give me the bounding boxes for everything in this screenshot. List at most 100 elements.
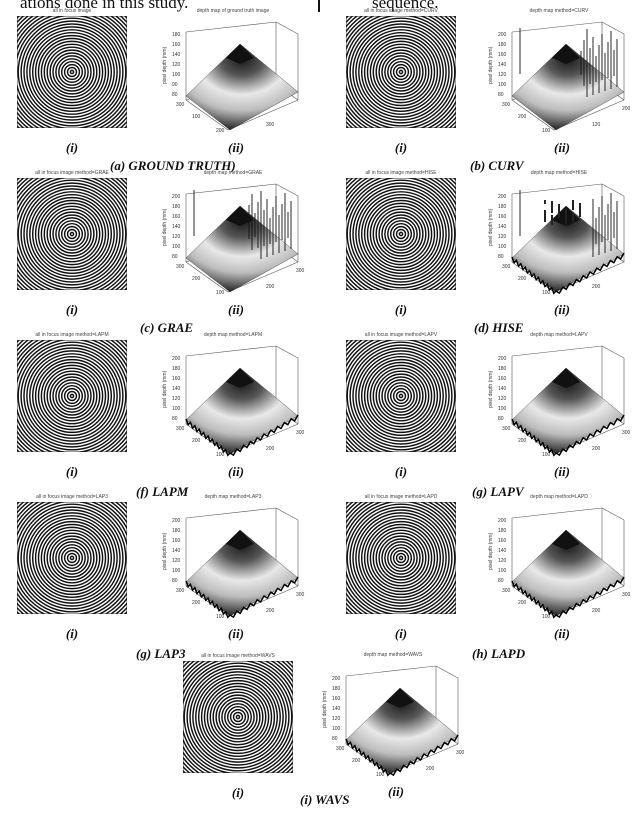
sublabel-i: (i) <box>65 140 79 155</box>
z-tick-label: 180 <box>498 42 507 48</box>
x-tick-label: 200 <box>592 446 601 452</box>
x-tick-label: 300 <box>296 430 305 436</box>
image-title: all in focus image method=LAPV <box>364 332 438 338</box>
z-tick-label: 140 <box>172 386 181 392</box>
x-tick-label: 300 <box>176 102 185 108</box>
y-axis-label: pixel depth (mm) <box>322 690 328 728</box>
z-tick-label: 140 <box>498 62 507 68</box>
sublabel-ii: (ii) <box>554 626 570 641</box>
z-tick-label: 140 <box>498 386 507 392</box>
z-tick-label: 80 <box>498 254 504 260</box>
x-tick-label: 100 <box>542 290 551 296</box>
x-tick-label: 300 <box>336 746 345 752</box>
z-tick-label: 180 <box>172 528 181 534</box>
x-tick-label: 300 <box>296 268 305 274</box>
sublabel-i: (i) <box>394 464 408 479</box>
panel-caption: (f) LAPM <box>136 484 189 499</box>
x-tick-label: 300 <box>456 750 465 756</box>
concentric-pattern-image <box>17 16 127 128</box>
depth-map-3d-plot: 200 180 160 140 120 100 80 pixel depth (mm) 300 2… <box>488 345 631 458</box>
z-tick-label: 80 <box>172 416 178 422</box>
x-tick-label: 200 <box>518 600 527 606</box>
z-tick-label: 120 <box>172 62 181 68</box>
panel-caption: (h) LAPD <box>472 646 526 661</box>
z-tick-label: 200 <box>172 194 181 200</box>
sublabel-ii: (ii) <box>228 140 244 155</box>
depth-map-3d-plot: 200 180 160 140 120 100 80 pixel depth (mm) 300 2… <box>488 21 631 134</box>
x-tick-label: 200 <box>592 284 601 290</box>
y-axis-label: pixel depth (mm) <box>488 46 494 84</box>
z-tick-label: 80 <box>498 578 504 584</box>
x-tick-label: 300 <box>176 426 185 432</box>
image-title: all in focus image method=GRAE <box>35 170 109 176</box>
z-tick-label: 160 <box>332 696 341 702</box>
surface <box>185 43 299 131</box>
x-tick-label: 300 <box>296 592 305 598</box>
z-tick-label: 180 <box>498 204 507 210</box>
sublabel-i: (i) <box>231 785 245 800</box>
z-tick-label: 80 <box>172 578 178 584</box>
x-tick-label: 300 <box>622 430 631 436</box>
concentric-pattern-image <box>346 502 456 614</box>
z-tick-label: 180 <box>172 366 181 372</box>
plot-title: depth map method=GRAE <box>203 170 263 176</box>
z-tick-label: 80 <box>332 736 338 742</box>
z-tick-label: 140 <box>332 706 341 712</box>
z-tick-label: 120 <box>498 396 507 402</box>
z-tick-label: 160 <box>172 214 181 220</box>
plot-title: depth map method=CURV <box>529 8 589 14</box>
image-title: all in focus image method=LAPD <box>364 494 438 500</box>
z-tick-label: 180 <box>498 528 507 534</box>
x-tick-label: 300 <box>502 264 511 270</box>
z-tick-label: 120 <box>172 396 181 402</box>
x-tick-label: 200 <box>352 758 361 764</box>
plot-title: depth map method=LAPV <box>530 332 588 338</box>
x-tick-label: 200 <box>518 276 527 282</box>
y-axis-label: pixel depth (mm) <box>162 532 168 570</box>
x-tick-label: 100 <box>542 128 551 134</box>
z-tick-label: 200 <box>498 518 507 524</box>
x-tick-label: 300 <box>176 264 185 270</box>
z-tick-label: 160 <box>498 214 507 220</box>
x-tick-label: 200 <box>592 608 601 614</box>
sublabel-ii: (ii) <box>228 464 244 479</box>
x-tick-label: 100 <box>216 452 225 458</box>
concentric-pattern-image <box>346 16 456 128</box>
sublabel-ii: (ii) <box>554 464 570 479</box>
z-tick-label: 100 <box>332 726 341 732</box>
image-title: all in focus image method=HISE <box>365 170 437 176</box>
image-title: all in focus image method=LAPM <box>35 332 109 338</box>
sublabel-ii: (ii) <box>228 626 244 641</box>
image-title: all in focus image method=LAP3 <box>36 494 108 500</box>
z-tick-label: 200 <box>498 356 507 362</box>
z-tick-label: 200 <box>498 32 507 38</box>
z-tick-label: 120 <box>498 558 507 564</box>
x-tick-label: 100 <box>216 290 225 296</box>
x-tick-label: 200 <box>192 438 201 444</box>
sublabel-i: (i) <box>65 464 79 479</box>
z-tick-label: 160 <box>498 376 507 382</box>
y-axis-label: pixel depth (mm) <box>162 46 168 84</box>
panel-caption: (a) GROUND TRUTH) <box>110 158 236 173</box>
sublabel-i: (i) <box>394 140 408 155</box>
z-tick-label: 160 <box>498 538 507 544</box>
image-title: all in focus image method=CURV <box>364 8 438 14</box>
x-tick-label: 200 <box>216 128 225 134</box>
z-tick-label: 100 <box>172 72 181 78</box>
y-axis-label: pixel depth (mm) <box>488 532 494 570</box>
sublabel-i: (i) <box>65 302 79 317</box>
cut-text-left: ations done in this study. <box>20 0 189 12</box>
z-tick-label: 100 <box>172 568 181 574</box>
x-tick-label: 300 <box>502 426 511 432</box>
x-tick-label: 200 <box>622 106 631 112</box>
cut-text-right: sequence. <box>372 0 439 12</box>
z-tick-label: 100 <box>498 568 507 574</box>
z-tick-label: 140 <box>172 52 181 58</box>
x-tick-label: 100 <box>376 772 385 778</box>
depth-map-3d-plot: 200 180 160 140 120 100 80 pixel depth (mm) 300 2… <box>162 345 305 458</box>
plot-title: depth map of ground truth image <box>196 8 270 14</box>
z-tick-label: 120 <box>498 234 507 240</box>
depth-map-3d-plot: 200 180 160 140 120 100 80 pixel depth (mm) 300 2… <box>162 183 305 296</box>
depth-map-3d-plot: 180 160 140 120 100 90 80 pixel depth (mm) 300 10… <box>162 21 299 134</box>
plot-title: depth map method=LAP3 <box>204 494 262 500</box>
